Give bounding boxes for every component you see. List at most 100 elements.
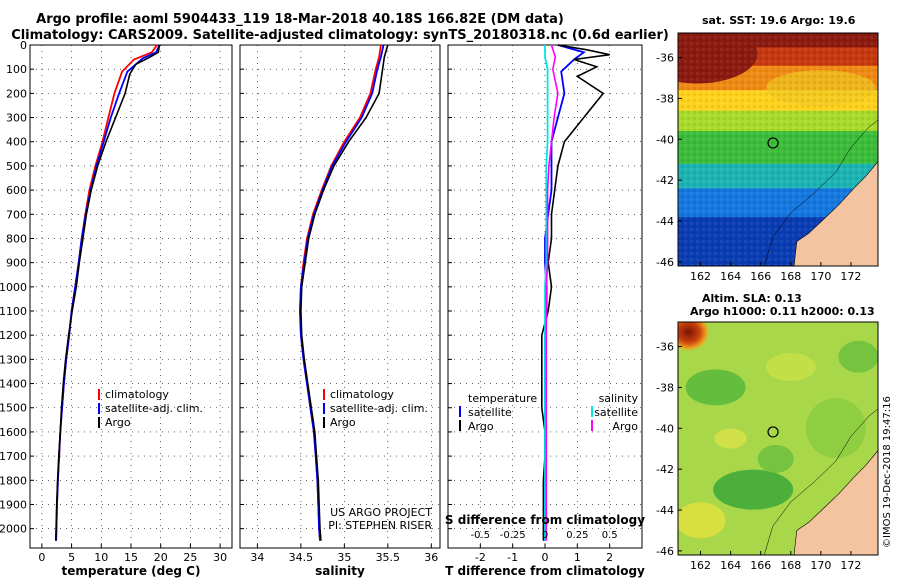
sla-patch [757, 444, 794, 473]
sla-patch [838, 340, 878, 373]
s-tick-label: -0.25 [500, 530, 526, 541]
legend-item: Argo [468, 420, 494, 433]
y-tick-label: 1200 [0, 329, 27, 342]
x-tick-label: -1 [507, 551, 518, 564]
sla-patch [805, 398, 866, 459]
map-frame [677, 32, 879, 267]
y-tick-label: 500 [6, 160, 27, 173]
profile-panel-1: 0100200300400500600700800900100011001200… [0, 39, 233, 578]
panel-frame [239, 44, 441, 549]
x-tick-label: 20 [154, 551, 168, 564]
sla-hotspot [678, 322, 711, 353]
depth-contour [764, 119, 878, 266]
x-tick-label: 1 [574, 551, 581, 564]
y-tick-label: 200 [6, 87, 27, 100]
map-y-tick-label: -40 [656, 133, 674, 146]
map-x-tick-label: 162 [690, 270, 711, 283]
series-argo [55, 44, 161, 541]
legend-item: climatology [105, 388, 169, 401]
x-tick-label: 5 [68, 551, 75, 564]
series-satellite-adj-clim- [299, 44, 385, 541]
y-tick-label: 400 [6, 136, 27, 149]
map-field [678, 33, 878, 266]
y-tick-label: 1100 [0, 305, 27, 318]
profile-panel-3: -2 -1 0 1 2T difference from climatology S di… [445, 44, 645, 578]
x-tick-label: 35 [337, 551, 351, 564]
s-tick-label: -0.5 [471, 530, 491, 541]
sla-patch [678, 502, 726, 539]
x-tick-label: 34.5 [289, 551, 314, 564]
map-x-tick-label: 168 [780, 559, 801, 572]
map-x-tick-label: 168 [780, 270, 801, 283]
map-x-tick-label: 166 [750, 270, 771, 283]
sla-patch [713, 469, 794, 510]
x-tick-label: 30 [213, 551, 227, 564]
legend-item: climatology [330, 388, 394, 401]
x-tick-label: 0 [542, 551, 549, 564]
series-t-argo [541, 44, 610, 541]
s-tick-label: 0.5 [602, 530, 618, 541]
y-tick-label: 800 [6, 232, 27, 245]
y-tick-label: 1000 [0, 281, 27, 294]
y-tick-label: 1400 [0, 378, 27, 391]
sla-map: 162 164 166 168 170 172 -36 -38 -40 -42 -44 -46 [656, 321, 879, 572]
x-tick-label: 2 [606, 551, 613, 564]
land-new-zealand [793, 161, 878, 266]
y-tick-label: 2000 [0, 523, 27, 536]
sla-map-subtitle: Argo h1000: 0.11 h2000: 0.13 [690, 305, 875, 318]
sla-patch [685, 369, 746, 406]
map-x-tick-label: 170 [810, 559, 831, 572]
map-y-tick-label: -36 [656, 52, 674, 65]
plot-title-line1: Argo profile: aoml 5904433_119 18-Mar-20… [36, 12, 564, 27]
profile-location-marker [767, 137, 779, 149]
map-x-tick-label: 172 [840, 559, 861, 572]
y-tick-label: 1300 [0, 353, 27, 366]
legend-item: Argo [105, 416, 131, 429]
y-tick-label: 300 [6, 112, 27, 125]
map-y-tick-label: -44 [656, 215, 674, 228]
series-climatology [299, 44, 382, 541]
map-x-tick-label: 166 [750, 559, 771, 572]
map-y-tick-label: -36 [656, 341, 674, 354]
sla-patch [765, 352, 816, 381]
series-argo [300, 44, 389, 541]
top-axis-label: S difference from climatology [445, 513, 645, 527]
x-axis-label: salinity [315, 564, 365, 578]
x-tick-label: 10 [94, 551, 108, 564]
map-field [678, 322, 878, 555]
y-tick-label: 1800 [0, 474, 27, 487]
map-x-tick-label: 162 [690, 559, 711, 572]
s-tick-label: 0.25 [566, 530, 588, 541]
map-y-tick-label: -46 [656, 256, 674, 269]
x-tick-label: 25 [183, 551, 197, 564]
series-climatology [55, 44, 158, 541]
x-tick-label: 15 [124, 551, 138, 564]
x-tick-label: -2 [475, 551, 486, 564]
legend-item: satellite [468, 406, 512, 419]
y-tick-label: 0 [20, 39, 27, 52]
map-y-tick-label: -40 [656, 422, 674, 435]
legend-item: Argo [612, 420, 638, 433]
map-y-tick-label: -38 [656, 92, 674, 105]
map-frame [677, 321, 879, 556]
y-tick-label: 1900 [0, 498, 27, 511]
panel-frame [29, 44, 233, 549]
sst-map: 162 164 166 168 170 172 -36 -38 -40 -42 -44 -46 [656, 32, 879, 283]
y-tick-label: 700 [6, 208, 27, 221]
x-tick-label: 35.5 [376, 551, 401, 564]
sla-map-title: Altim. SLA: 0.13 [702, 292, 802, 305]
profile-panel-2: 34 34.5 35 35.5 36 salinity climatologysatelli… [239, 44, 441, 578]
map-y-tick-label: -44 [656, 504, 674, 517]
legend-item: Argo [330, 416, 356, 429]
map-x-tick-label: 170 [810, 270, 831, 283]
y-tick-label: 600 [6, 184, 27, 197]
y-tick-label: 900 [6, 257, 27, 270]
profile-location-marker [767, 426, 779, 438]
y-tick-label: 1700 [0, 450, 27, 463]
legend-item: satellite [594, 406, 638, 419]
s-tick-label: 0 [542, 530, 548, 541]
sst-map-title: sat. SST: 19.6 Argo: 19.6 [702, 14, 856, 27]
y-tick-label: 1600 [0, 426, 27, 439]
map-x-tick-label: 164 [720, 270, 741, 283]
